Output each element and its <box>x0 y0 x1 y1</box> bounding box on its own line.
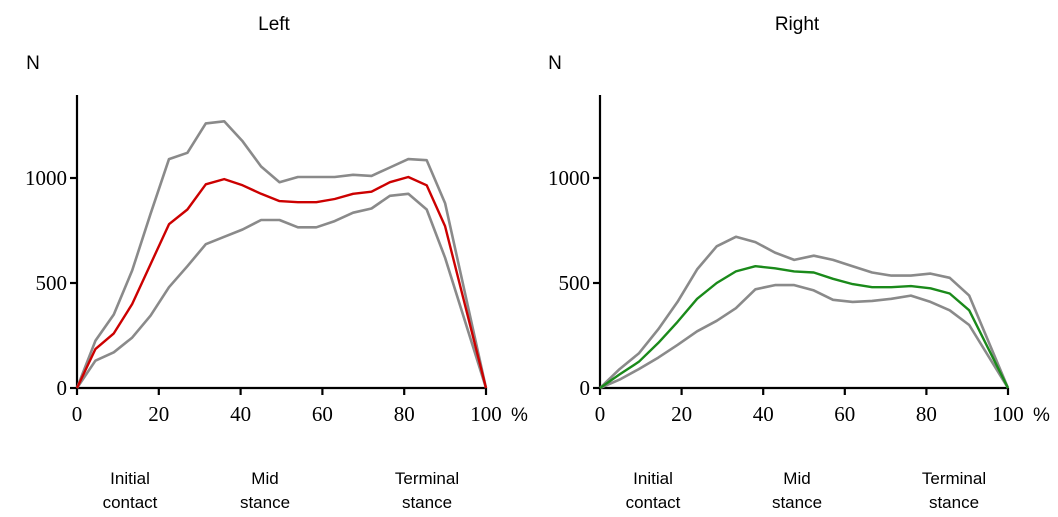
right-phase-label-line2: stance <box>772 493 822 512</box>
left-x-tick-label: 20 <box>148 402 169 426</box>
left-phase-label: Mid stance <box>240 469 290 512</box>
right-upper-line <box>599 235 1010 389</box>
left-phase-label-line1: Mid <box>251 469 278 488</box>
left-phase-label-line1: Terminal <box>395 469 459 488</box>
right-x-tick-label: 40 <box>753 402 774 426</box>
left-phase-label-line2: contact <box>103 493 158 512</box>
left-y-tick-label: 500 <box>36 271 68 295</box>
right-x-tick-label: 60 <box>834 402 855 426</box>
right-panel: Right N 0 500 1000 0 20 40 60 80 100 % Initial contac… <box>548 14 1050 512</box>
right-x-tick-label: 0 <box>595 402 606 426</box>
left-upper-line <box>75 120 488 389</box>
right-y-axis-label: N <box>548 53 562 74</box>
right-y-tick-label: 1000 <box>548 166 590 190</box>
right-phase-label-line1: Initial <box>633 469 673 488</box>
right-y-tick-label: 500 <box>559 271 591 295</box>
left-lower-line <box>75 192 488 389</box>
right-phase-label-line1: Terminal <box>922 469 986 488</box>
right-phase-label: Mid stance <box>772 469 822 512</box>
left-phase-label: Initial contact <box>103 469 158 512</box>
left-phase-label-line2: stance <box>402 493 452 512</box>
left-x-tick-label: 80 <box>394 402 415 426</box>
left-y-axis-label: N <box>26 53 40 74</box>
right-x-tick-label: 100 <box>992 402 1024 426</box>
right-phase-label-line1: Mid <box>783 469 810 488</box>
left-phase-label: Terminal stance <box>395 469 459 512</box>
right-lower-line <box>599 283 1010 390</box>
right-chart-title: Right <box>775 14 820 35</box>
right-phase-label-line2: contact <box>626 493 681 512</box>
left-y-tick-label: 1000 <box>25 166 67 190</box>
right-mean-line <box>599 265 1010 389</box>
left-x-tick-label: 40 <box>230 402 251 426</box>
left-x-tick-label: 0 <box>72 402 83 426</box>
left-phase-label-line1: Initial <box>110 469 150 488</box>
right-phase-label: Initial contact <box>626 469 681 512</box>
right-x-axis-unit: % <box>1033 405 1050 426</box>
right-phase-label-line2: stance <box>929 493 979 512</box>
left-y-tick-label: 0 <box>57 376 68 400</box>
right-x-tick-label: 80 <box>916 402 937 426</box>
left-panel: Left N 0 500 1000 0 20 40 60 80 100 % Initial contact… <box>25 14 528 512</box>
left-x-axis-unit: % <box>511 405 528 426</box>
right-x-tick-label: 20 <box>671 402 692 426</box>
right-phase-label: Terminal stance <box>922 469 986 512</box>
left-phase-label-line2: stance <box>240 493 290 512</box>
left-mean-line <box>75 175 488 389</box>
left-x-tick-label: 60 <box>312 402 333 426</box>
left-x-tick-label: 100 <box>470 402 502 426</box>
right-y-tick-label: 0 <box>580 376 591 400</box>
left-chart-title: Left <box>258 14 290 35</box>
